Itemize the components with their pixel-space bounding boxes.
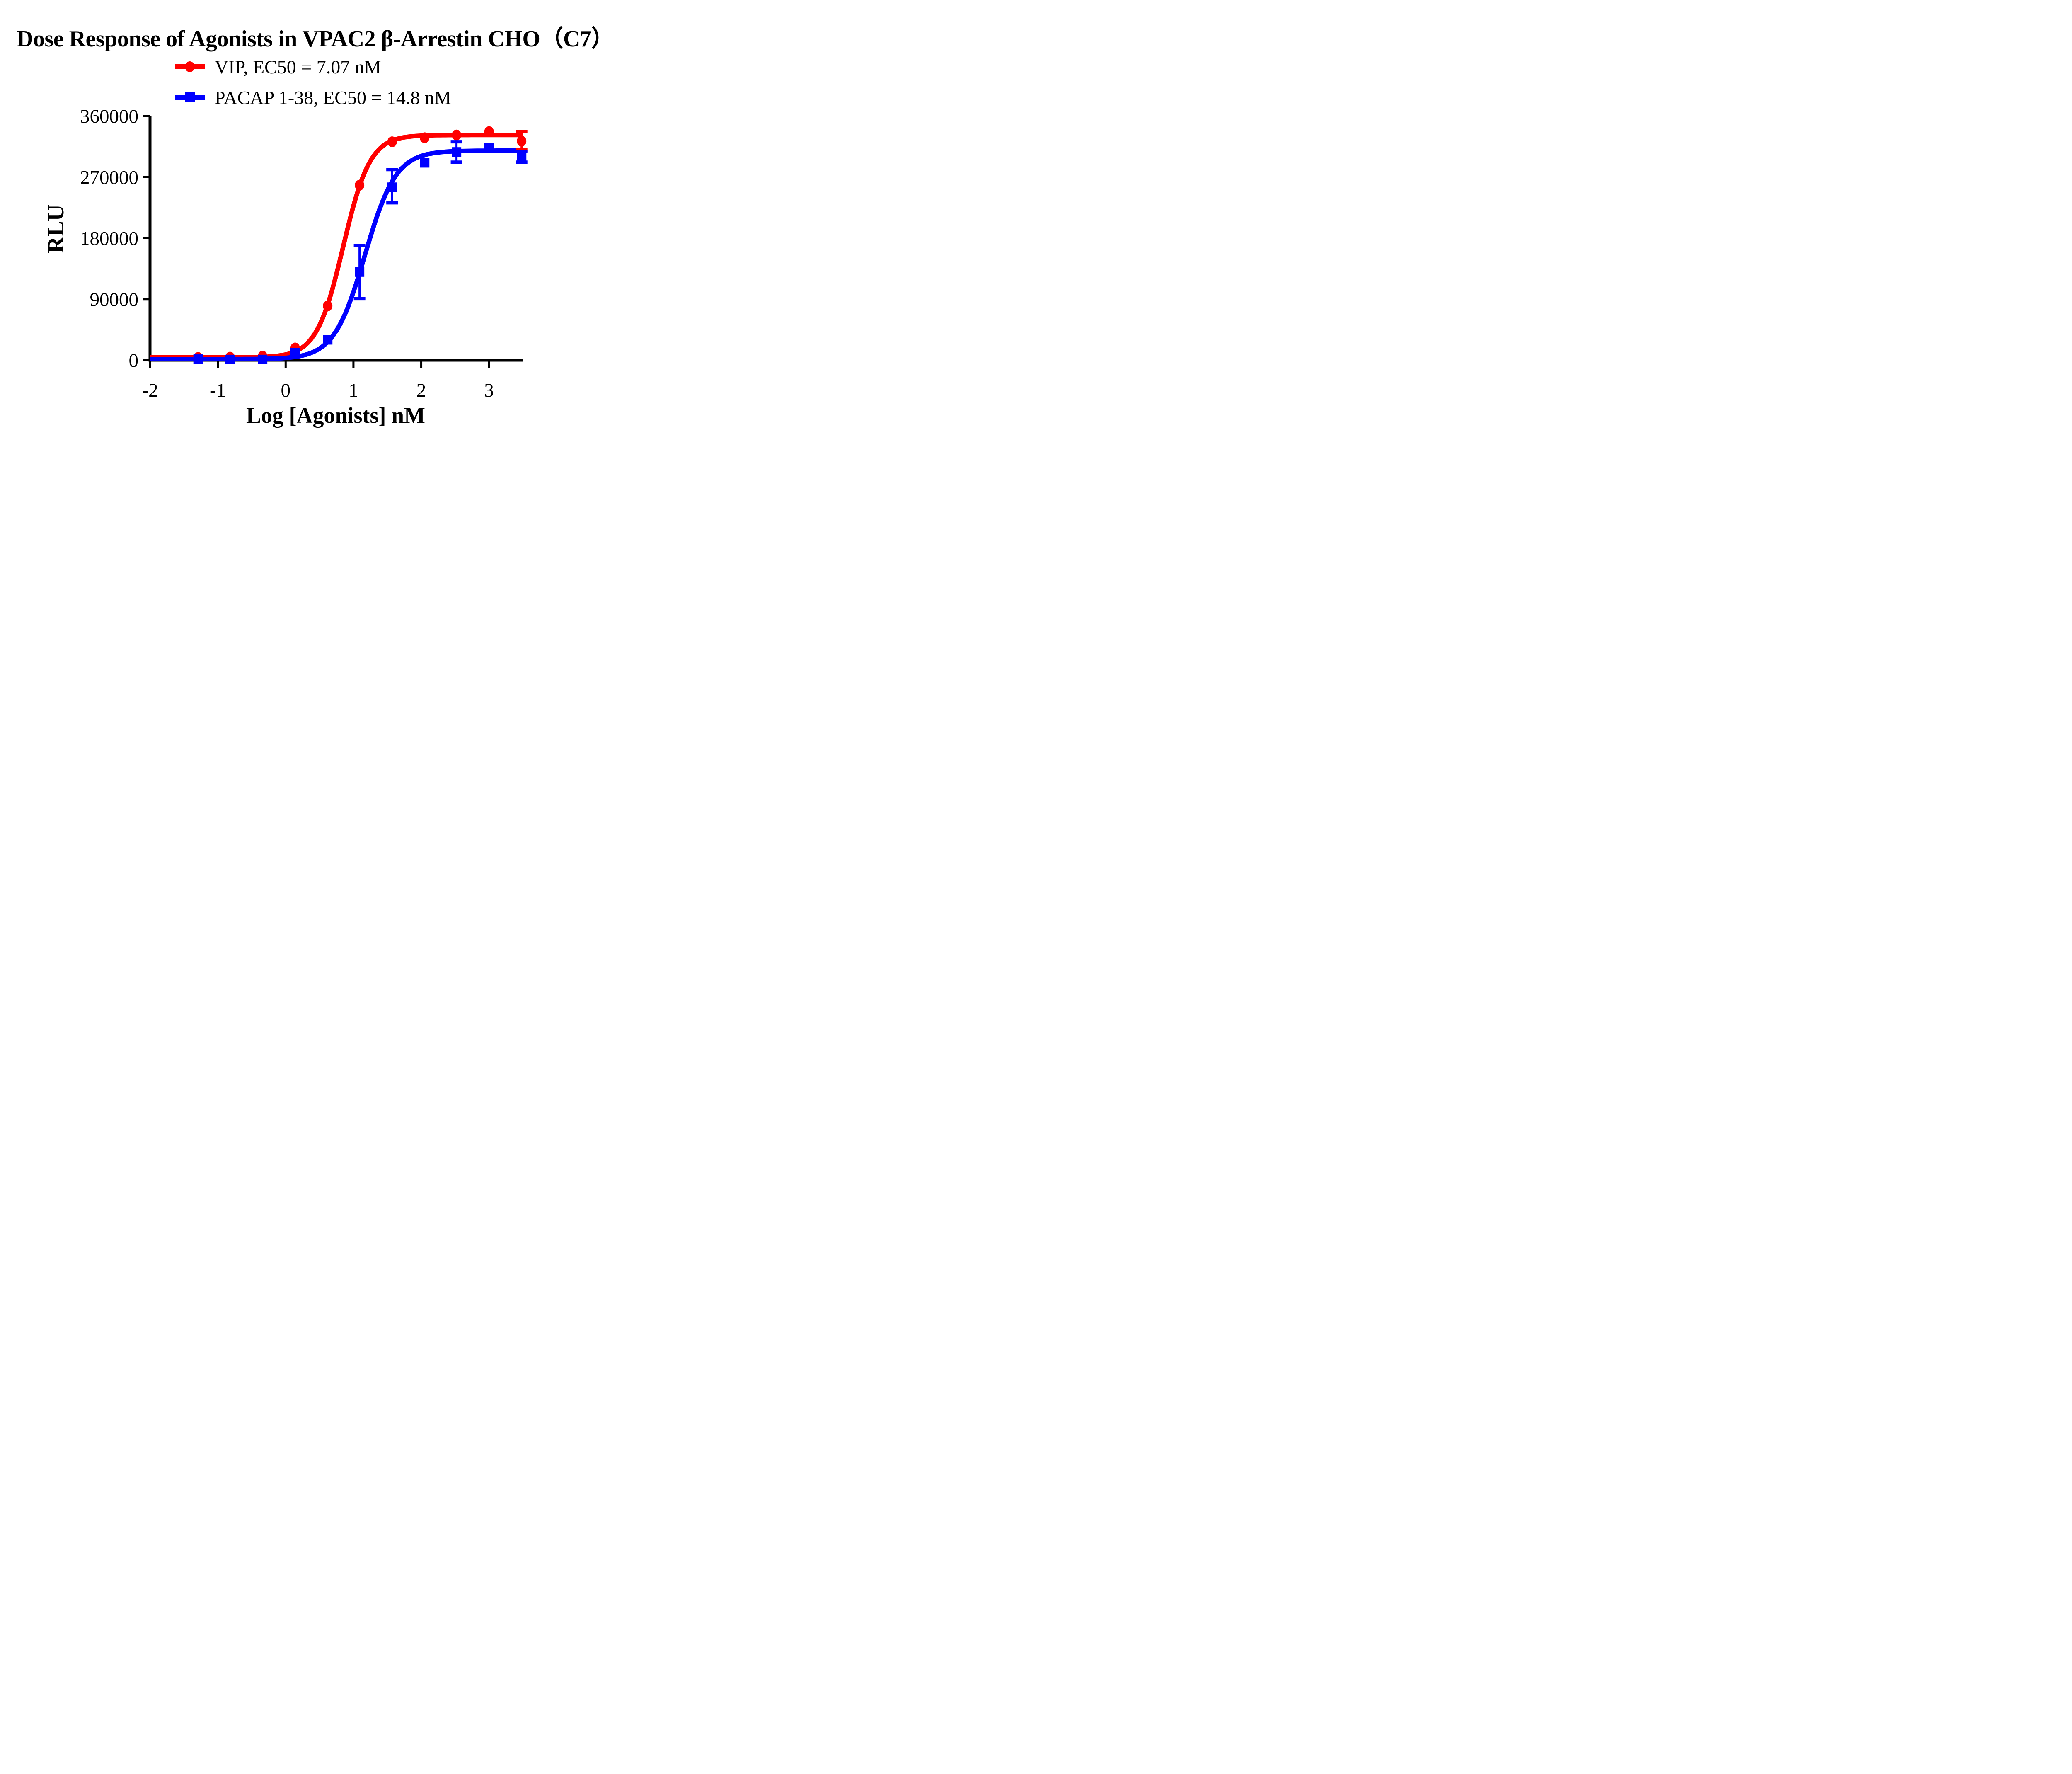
x-axis-title: Log [Agonists] nM xyxy=(246,403,426,428)
dose-response-figure: Dose Response of Agonists in VPAC2 β-Arr… xyxy=(0,0,666,444)
pacap-legend-key-icon xyxy=(175,92,205,102)
vip-data-point xyxy=(484,126,494,137)
pacap-data-point xyxy=(225,354,235,364)
pacap-data-point xyxy=(323,335,333,345)
vip-legend-key-icon xyxy=(175,61,205,72)
y-axis-title: RLU xyxy=(43,204,69,254)
x-tick-label: 1 xyxy=(349,380,358,401)
x-tick-label: 2 xyxy=(416,380,426,401)
x-tick-label: 0 xyxy=(281,380,291,401)
plot-area: 0 90000 180000 270000 360000 -2 -1 0 1 2 3 xyxy=(80,106,528,401)
pacap-data-point xyxy=(484,143,494,153)
legend-item-vip: VIP, EC50 = 7.07 nM xyxy=(174,55,381,78)
x-tick-label: -2 xyxy=(142,380,158,401)
pacap-data-point xyxy=(258,354,268,364)
pacap-data-point xyxy=(193,354,203,364)
y-tick-label: 270000 xyxy=(80,167,138,188)
legend-item-pacap: PACAP 1-38, EC50 = 14.8 nM xyxy=(174,86,451,109)
pacap-fit-curve xyxy=(150,148,523,361)
pacap-data-point xyxy=(452,147,462,157)
y-tick-label: 180000 xyxy=(80,228,138,250)
chart-title: Dose Response of Agonists in VPAC2 β-Arr… xyxy=(17,26,614,52)
legend-label-vip: VIP, EC50 = 7.07 nM xyxy=(215,56,381,78)
vip-fit-curve xyxy=(150,133,523,360)
vip-data-point xyxy=(323,301,333,312)
legend-label-pacap: PACAP 1-38, EC50 = 14.8 nM xyxy=(215,87,451,108)
pacap-data-point xyxy=(420,158,430,168)
vip-data-point xyxy=(517,136,527,147)
pacap-data-point xyxy=(355,267,365,277)
vip-data-point xyxy=(420,132,430,143)
pacap-data-point xyxy=(290,348,300,358)
y-tick-label: 90000 xyxy=(90,289,139,310)
pacap-data-point xyxy=(517,152,527,162)
y-tick-label: 0 xyxy=(129,350,139,371)
vip-data-point xyxy=(355,179,365,191)
x-tick-label: 3 xyxy=(484,380,494,401)
vip-data-point xyxy=(387,136,397,148)
vip-data-point xyxy=(452,129,462,141)
y-tick-label: 360000 xyxy=(80,106,138,127)
pacap-data-point xyxy=(387,182,397,192)
x-tick-label: -1 xyxy=(210,380,226,401)
